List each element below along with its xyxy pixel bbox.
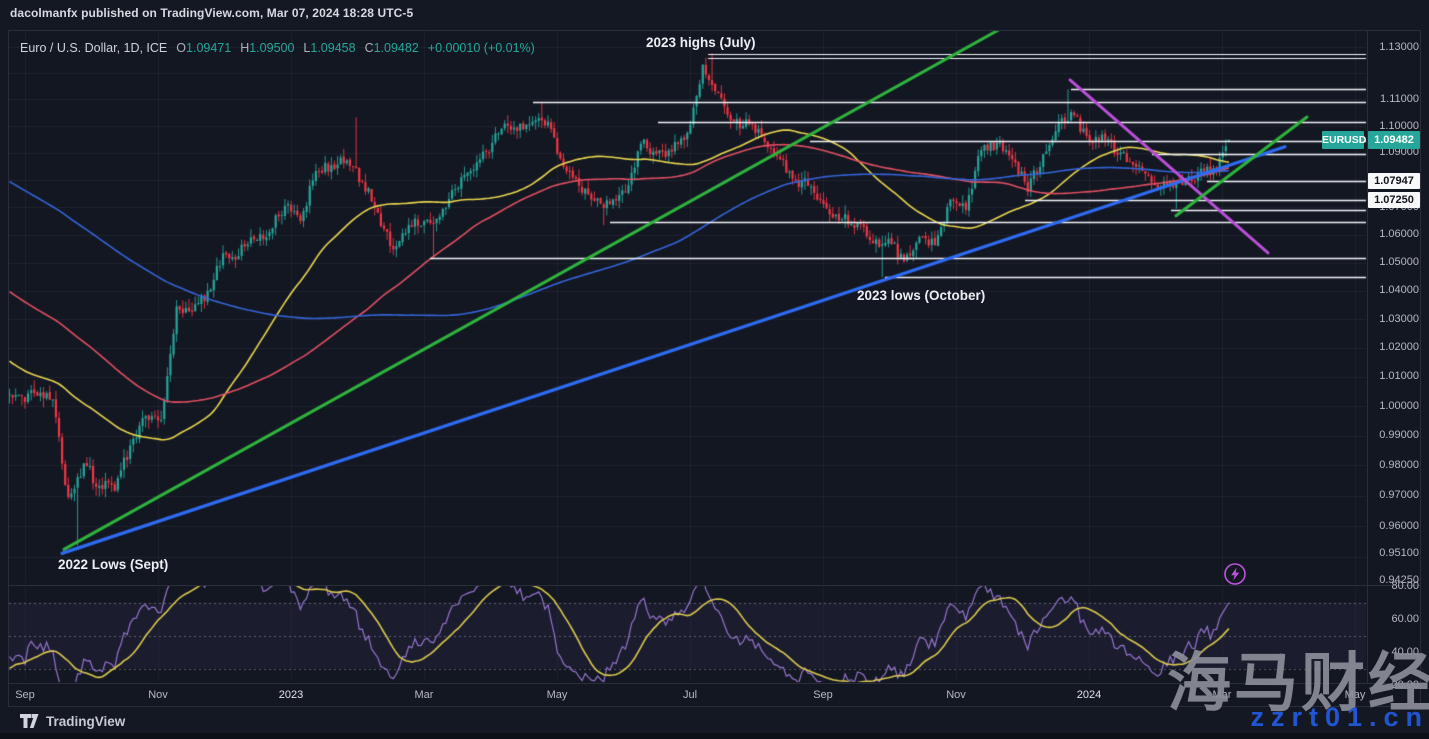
- annotation-2023-highs[interactable]: 2023 highs (July): [646, 35, 756, 50]
- time-axis-label: May: [1344, 689, 1366, 701]
- rsi-pane-canvas[interactable]: [8, 585, 1367, 683]
- tradingview-logo-text: TradingView: [46, 714, 126, 729]
- main-chart-canvas[interactable]: [8, 30, 1367, 585]
- publish-header: dacolmanfx published on TradingView.com,…: [10, 6, 414, 20]
- time-axis-label: 2023: [278, 689, 304, 701]
- close-label: C: [364, 41, 374, 55]
- rsi-axis-label: 40.00: [1391, 645, 1419, 658]
- price-axis-label: 1.11000: [1380, 92, 1419, 105]
- time-axis-label: Sep: [15, 689, 35, 701]
- time-axis-divider: [8, 683, 1421, 684]
- price-axis-label: 1.03000: [1379, 312, 1419, 325]
- price-axis-label: 1.05000: [1379, 256, 1419, 269]
- symbol-title: Euro / U.S. Dollar, 1D, ICE: [20, 41, 168, 55]
- time-axis-label: Sep: [813, 689, 833, 701]
- low-label: L: [303, 41, 311, 55]
- price-level-badge: 1.07947: [1368, 173, 1420, 190]
- time-axis-label: Nov: [946, 689, 966, 701]
- price-axis-label: 1.06000: [1379, 228, 1419, 241]
- last-price-badge: 1.09482: [1368, 130, 1420, 149]
- time-axis-label: Mar: [1212, 689, 1232, 701]
- time-axis-label: Nov: [148, 689, 168, 701]
- time-axis-label: May: [546, 689, 568, 701]
- price-axis-label: 0.94250: [1379, 573, 1419, 586]
- rsi-axis-label: 60.00: [1391, 612, 1419, 625]
- tradingview-logo-icon: [20, 714, 39, 728]
- annotation-2022-lows[interactable]: 2022 Lows (Sept): [58, 557, 169, 572]
- close-value: 1.09482: [373, 41, 419, 55]
- price-axis-label: 1.09000: [1379, 146, 1419, 159]
- price-axis-label: 1.02000: [1379, 341, 1419, 354]
- price-axis-label: 0.96000: [1379, 519, 1419, 532]
- price-axis-label: 0.95100: [1379, 547, 1419, 560]
- price-axis-label: 1.01000: [1379, 370, 1419, 383]
- price-axis-label: 1.04000: [1379, 284, 1419, 297]
- price-axis-label: 0.99000: [1379, 429, 1419, 442]
- chart-legend[interactable]: Euro / U.S. Dollar, 1D, ICE O1.09471 H1.09…: [20, 41, 535, 55]
- boost-lightning-icon[interactable]: [1222, 561, 1248, 587]
- bottom-strip: [0, 733, 1429, 739]
- tradingview-attribution[interactable]: TradingView: [20, 714, 125, 729]
- price-axis-label: 1.13000: [1379, 40, 1419, 53]
- open-value: 1.09471: [186, 41, 232, 55]
- rsi-axis-label: 20.00: [1391, 678, 1419, 691]
- price-axis-label: 0.97000: [1379, 489, 1419, 502]
- time-axis-label: Mar: [414, 689, 434, 701]
- low-value: 1.09458: [310, 41, 356, 55]
- time-axis-label: 2024: [1076, 689, 1102, 701]
- open-label: O: [176, 41, 187, 55]
- price-axis-divider: [1367, 31, 1368, 683]
- price-axis-label: 1.00000: [1379, 399, 1419, 412]
- annotation-2023-lows[interactable]: 2023 lows (October): [857, 288, 986, 303]
- pane-divider[interactable]: [8, 585, 1421, 586]
- rsi-axis-label: 80.00: [1391, 579, 1419, 592]
- price-level-badge: 1.07250: [1368, 192, 1420, 209]
- watermark-cjk: 海马财经: [1167, 647, 1429, 719]
- high-label: H: [240, 41, 250, 55]
- high-value: 1.09500: [249, 41, 295, 55]
- price-axis-label: 0.98000: [1379, 458, 1419, 471]
- watermark-url: zzrt01.cn: [1250, 702, 1429, 732]
- symbol-badge: EURUSD: [1322, 130, 1366, 149]
- price-axis-label: 1.10000: [1379, 119, 1419, 132]
- time-axis-label: Jul: [682, 689, 698, 701]
- change-value: +0.00010 (+0.01%): [427, 41, 535, 55]
